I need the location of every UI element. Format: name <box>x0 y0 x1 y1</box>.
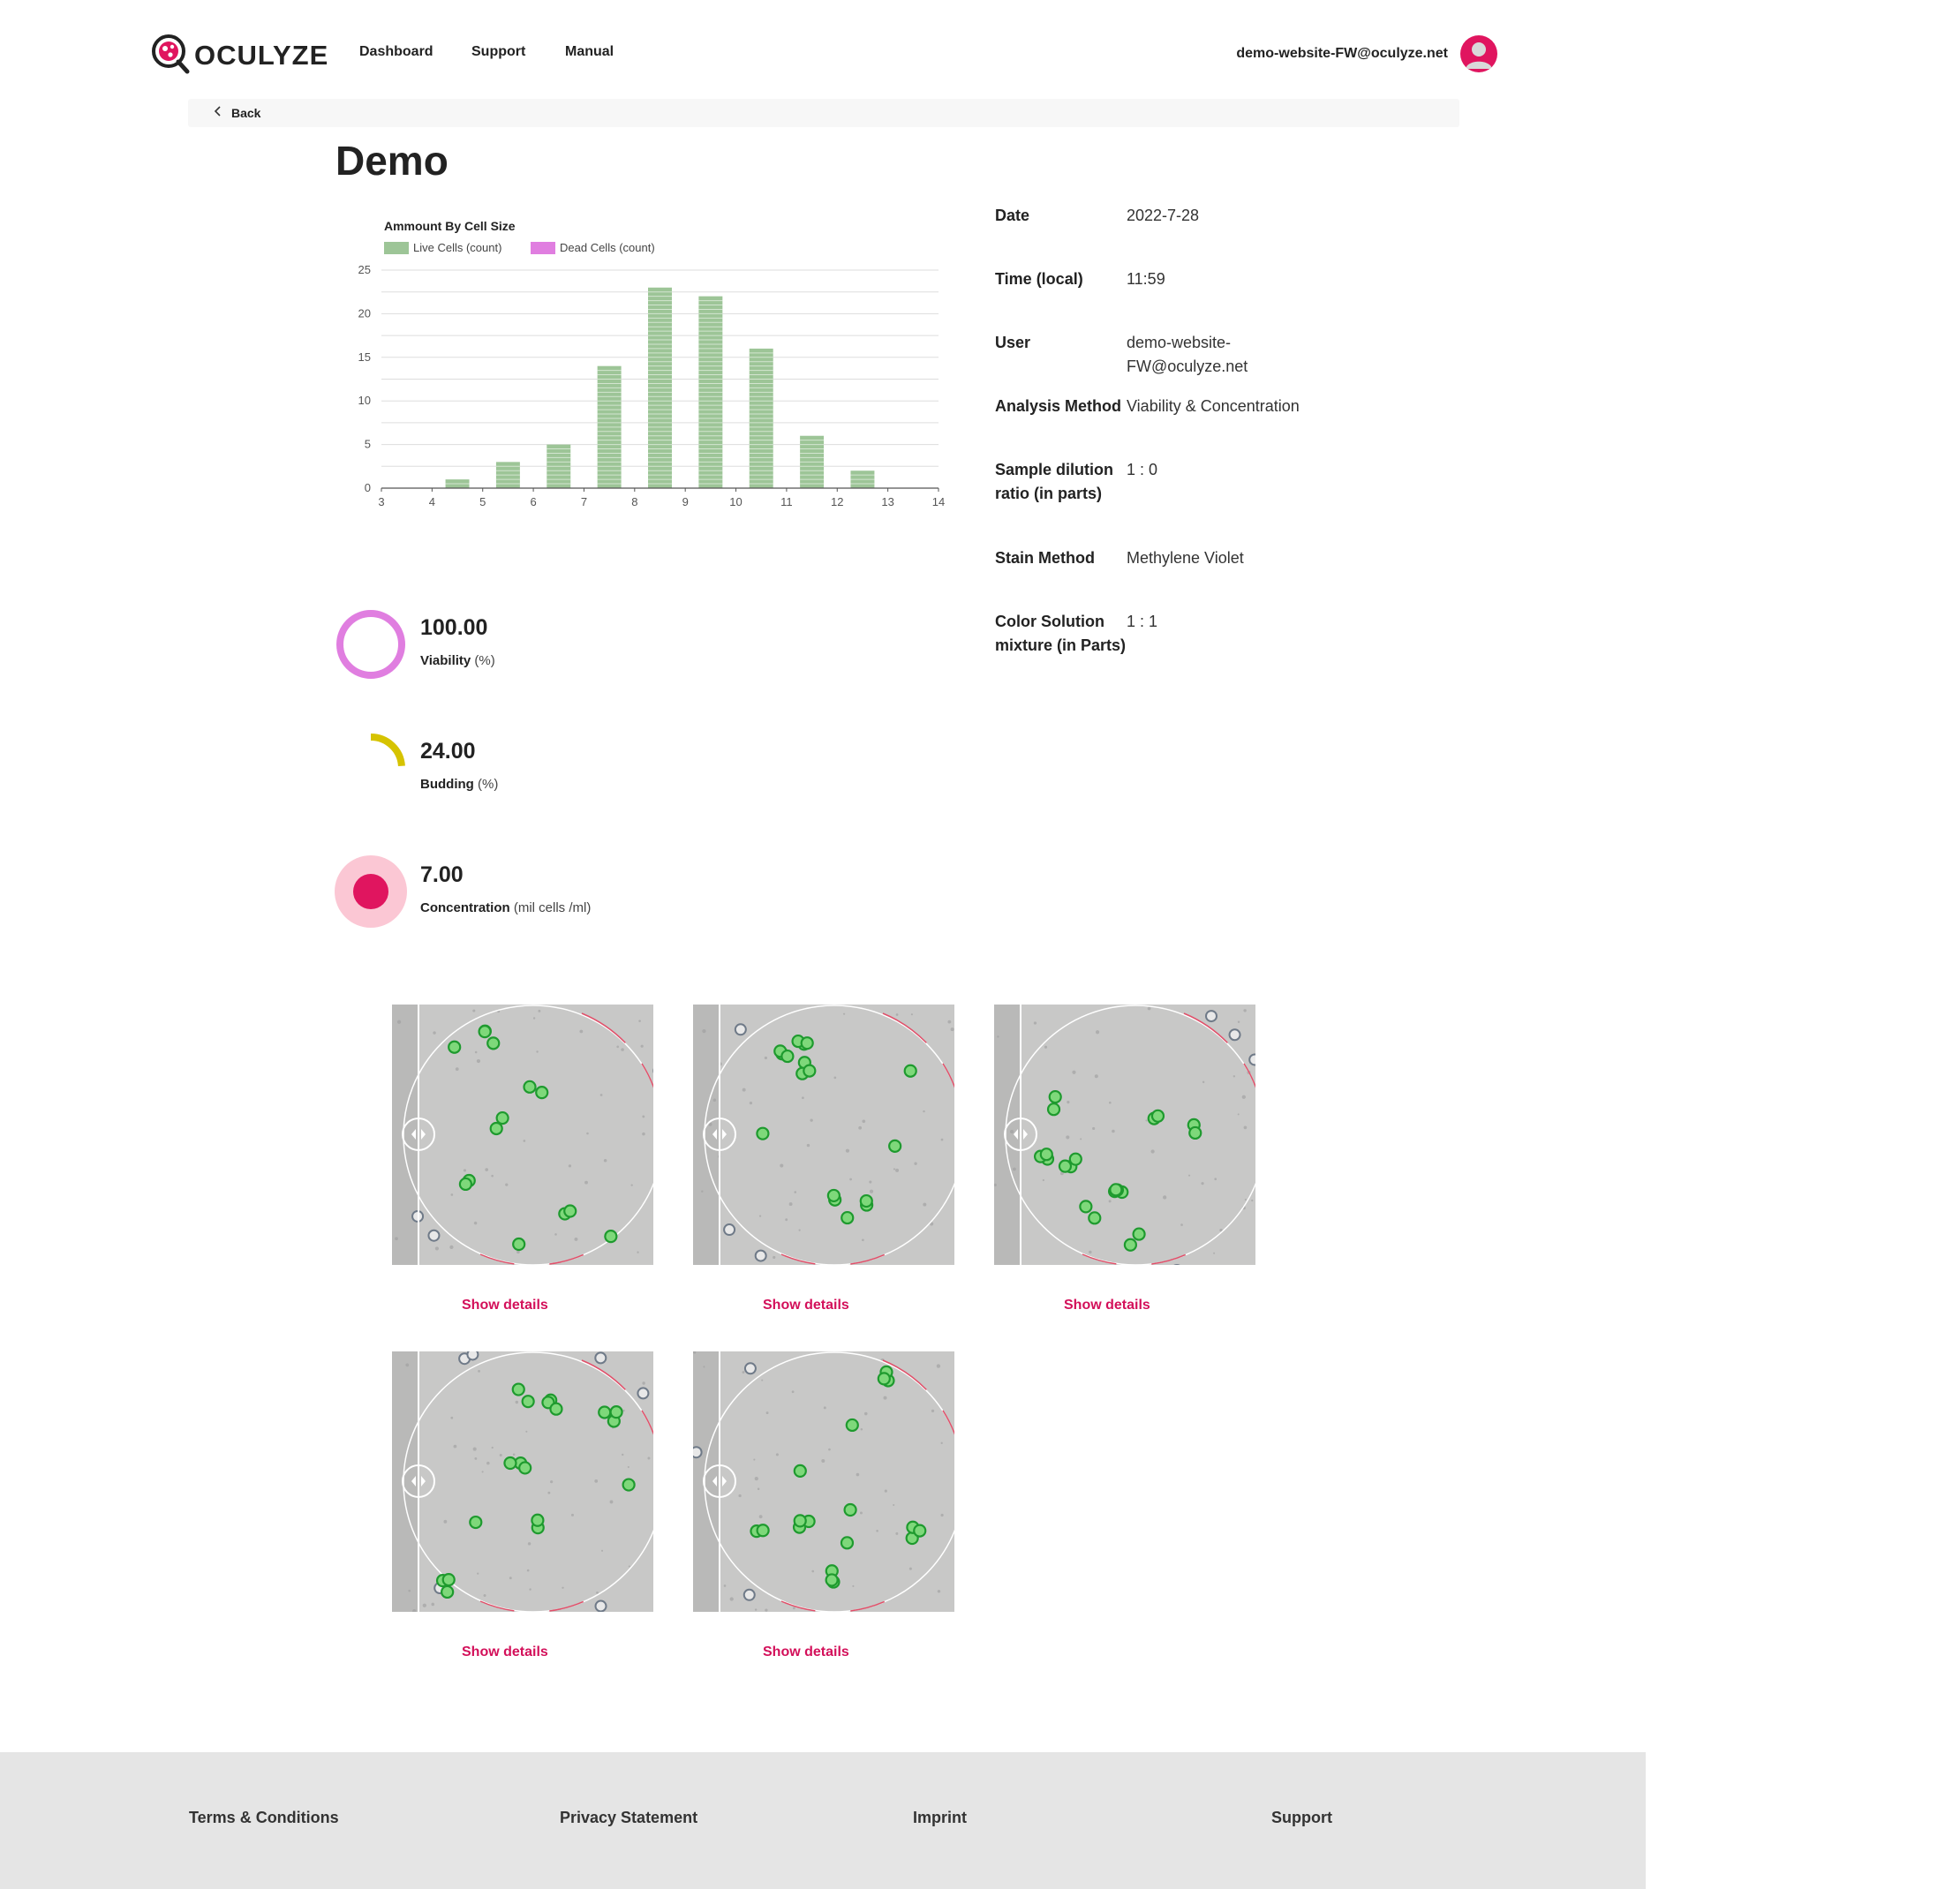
viability-unit: (%) <box>474 653 495 668</box>
microscope-image <box>693 1351 954 1612</box>
detail-method-value: Viability & Concentration <box>1127 397 1300 415</box>
x-tick-label: 11 <box>780 495 793 508</box>
budding-label: Budding <box>420 777 474 792</box>
concentration-dot-icon <box>334 854 408 929</box>
concentration-value: 7.00 <box>420 862 464 887</box>
bar[interactable] <box>547 444 571 488</box>
microscope-image <box>693 1005 954 1265</box>
cell-size-chart: Ammount By Cell Size Live Cells (count) … <box>335 210 954 519</box>
show-details-link-2[interactable]: Show details <box>763 1298 849 1313</box>
bar[interactable] <box>749 348 773 488</box>
bar[interactable] <box>445 479 470 488</box>
sample-image-3[interactable] <box>994 1005 1255 1265</box>
x-tick-label: 10 <box>729 495 742 508</box>
y-tick-label: 25 <box>358 263 371 276</box>
nav-support[interactable]: Support <box>471 44 526 59</box>
microscope-image <box>994 1005 1255 1265</box>
user-email[interactable]: demo-website-FW@oculyze.net <box>1236 46 1448 61</box>
bar[interactable] <box>648 287 672 488</box>
detail-color-solution-label: Color Solution mixture (in Parts) <box>995 613 1127 654</box>
microscope-image <box>392 1005 653 1265</box>
concentration-unit: (mil cells /ml) <box>513 900 592 915</box>
show-details-link-1[interactable]: Show details <box>462 1298 548 1313</box>
brand-logo[interactable]: OCULYZE <box>152 34 328 79</box>
detail-date-value: 2022-7-28 <box>1127 207 1200 224</box>
footer <box>0 1752 1646 1889</box>
budding-unit: (%) <box>478 777 499 792</box>
bar[interactable] <box>597 365 622 488</box>
footer-privacy-link[interactable]: Privacy Statement <box>560 1809 698 1826</box>
viability-value: 100.00 <box>420 615 488 640</box>
y-tick-label: 20 <box>358 306 371 320</box>
show-details-link-4[interactable]: Show details <box>462 1644 548 1659</box>
back-button[interactable]: Back <box>214 105 260 120</box>
detail-date-label: Date <box>995 207 1030 224</box>
back-bar <box>188 99 1459 127</box>
budding-caption: Budding (%) <box>420 777 498 792</box>
logo-icon <box>152 34 191 79</box>
x-tick-label: 13 <box>881 495 893 508</box>
show-details-link-3[interactable]: Show details <box>1064 1298 1150 1313</box>
y-tick-label: 0 <box>365 481 371 494</box>
bar[interactable] <box>800 435 825 488</box>
bar[interactable] <box>698 296 723 488</box>
budding-arc-icon <box>334 731 408 805</box>
detail-dilution-label: Sample dilution ratio (in parts) <box>995 461 1114 502</box>
viability-ring-icon <box>334 607 408 681</box>
sample-image-5[interactable] <box>693 1351 954 1612</box>
x-tick-label: 3 <box>378 495 384 508</box>
viability-label: Viability <box>420 653 471 668</box>
footer-imprint-link[interactable]: Imprint <box>913 1809 967 1826</box>
y-tick-label: 5 <box>365 438 371 451</box>
detail-user-value: demo-website-FW@oculyze.net <box>1127 334 1248 375</box>
footer-support-link[interactable]: Support <box>1271 1809 1332 1826</box>
detail-dilution-value: 1 : 0 <box>1127 461 1158 478</box>
chart-title: Ammount By Cell Size <box>384 219 516 233</box>
nav-manual[interactable]: Manual <box>565 44 614 59</box>
detail-stain-label: Stain Method <box>995 549 1095 567</box>
chart-svg: Ammount By Cell Size Live Cells (count) … <box>358 219 946 508</box>
x-tick-label: 5 <box>479 495 486 508</box>
detail-time-label: Time (local) <box>995 270 1083 288</box>
back-label: Back <box>231 105 261 120</box>
avatar-icon[interactable] <box>1460 35 1497 72</box>
bar[interactable] <box>850 470 875 488</box>
y-tick-label: 15 <box>358 350 371 364</box>
chevron-left-icon <box>214 105 222 120</box>
viability-caption: Viability (%) <box>420 653 495 668</box>
microscope-image <box>392 1351 653 1612</box>
y-tick-label: 10 <box>358 394 371 407</box>
x-tick-label: 9 <box>682 495 689 508</box>
footer-terms-link[interactable]: Terms & Conditions <box>189 1809 339 1826</box>
nav-dashboard[interactable]: Dashboard <box>359 44 433 59</box>
legend-label-dead[interactable]: Dead Cells (count) <box>560 241 655 254</box>
concentration-caption: Concentration (mil cells /ml) <box>420 900 591 915</box>
legend-swatch-live <box>384 242 409 254</box>
bar[interactable] <box>495 462 520 488</box>
detail-user-label: User <box>995 334 1031 351</box>
x-tick-label: 4 <box>429 495 435 508</box>
brand-name: OCULYZE <box>194 40 329 71</box>
legend-swatch-dead <box>531 242 555 254</box>
x-tick-label: 12 <box>831 495 843 508</box>
detail-color-solution-value: 1 : 1 <box>1127 613 1158 630</box>
concentration-label: Concentration <box>420 900 510 915</box>
x-tick-label: 8 <box>631 495 637 508</box>
x-tick-label: 7 <box>581 495 587 508</box>
budding-value: 24.00 <box>420 739 476 764</box>
x-tick-label: 14 <box>932 495 945 508</box>
detail-time-value: 11:59 <box>1127 270 1165 288</box>
legend: Live Cells (count) Dead Cells (count) <box>384 241 655 254</box>
x-tick-label: 6 <box>530 495 536 508</box>
sample-image-4[interactable] <box>392 1351 653 1612</box>
legend-label-live[interactable]: Live Cells (count) <box>413 241 501 254</box>
detail-stain-value: Methylene Violet <box>1127 549 1244 567</box>
show-details-link-5[interactable]: Show details <box>763 1644 849 1659</box>
sample-image-1[interactable] <box>392 1005 653 1265</box>
sample-image-2[interactable] <box>693 1005 954 1265</box>
page-title: Demo <box>335 138 449 184</box>
detail-method-label: Analysis Method <box>995 397 1122 415</box>
